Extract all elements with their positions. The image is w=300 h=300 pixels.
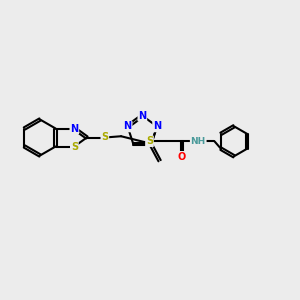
Text: O: O bbox=[178, 152, 186, 162]
Text: N: N bbox=[153, 122, 161, 131]
Text: S: S bbox=[146, 136, 153, 146]
Text: N: N bbox=[138, 111, 146, 121]
Text: N: N bbox=[70, 124, 78, 134]
Text: S: S bbox=[101, 133, 108, 142]
Text: N: N bbox=[124, 122, 132, 131]
Text: S: S bbox=[71, 142, 78, 152]
Text: NH: NH bbox=[190, 137, 206, 146]
